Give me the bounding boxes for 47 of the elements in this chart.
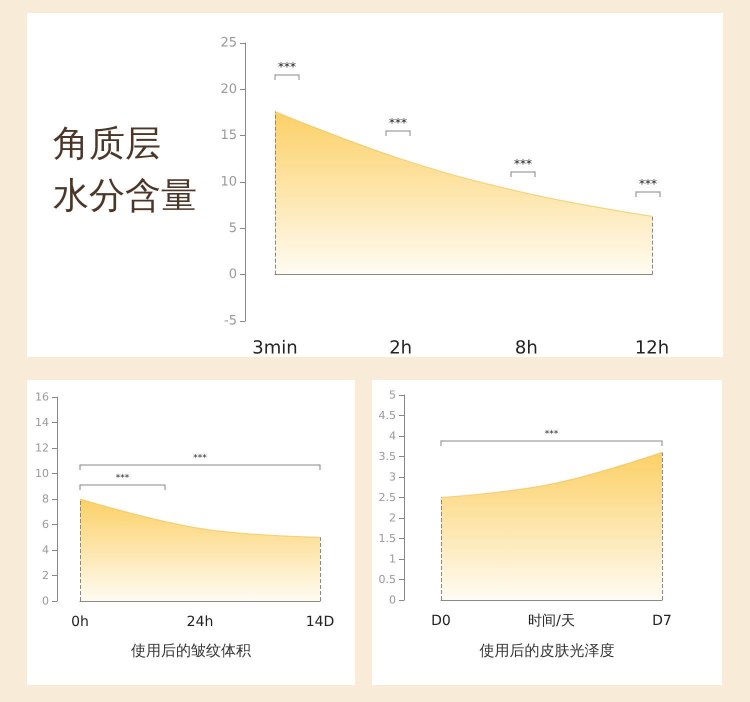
x-tick-label: D0 bbox=[431, 613, 451, 629]
annotation: *** bbox=[193, 454, 208, 464]
x-tick-label: 14D bbox=[306, 614, 334, 630]
x-tick-label: 8h bbox=[514, 338, 538, 358]
y-tick-label: -5 bbox=[224, 314, 237, 328]
y-tick-label: 2 bbox=[42, 569, 49, 582]
y-tick-label: 0 bbox=[42, 594, 49, 608]
x-tick-label: 0h bbox=[71, 614, 89, 630]
y-tick-label: 0 bbox=[228, 267, 237, 282]
annotation: *** bbox=[514, 157, 532, 171]
y-tick-label: 5 bbox=[228, 220, 237, 236]
y-tick-label: 20 bbox=[220, 82, 237, 97]
annotation: *** bbox=[544, 430, 559, 440]
x-axis-title: 时间/天 bbox=[528, 613, 575, 629]
y-tick-label: 10 bbox=[35, 467, 49, 480]
y-tick-label: 0 bbox=[389, 594, 396, 606]
y-tick-label: 3.5 bbox=[378, 450, 396, 463]
y-tick-label: 14 bbox=[35, 416, 49, 429]
text: 角质层水分含量 bbox=[53, 124, 197, 216]
x-tick-label: 12h bbox=[634, 338, 670, 358]
y-tick-label: 25 bbox=[220, 36, 237, 50]
y-tick-label: 2 bbox=[389, 512, 396, 524]
x-tick-label: D7 bbox=[652, 613, 672, 629]
y-tick-label: 1.5 bbox=[378, 532, 396, 545]
x-tick-label: 2h bbox=[389, 338, 412, 358]
x-tick-label: 3min bbox=[252, 338, 298, 358]
y-tick-label: 4 bbox=[42, 544, 49, 556]
text: 使用后的皱纹体积 bbox=[131, 642, 251, 660]
annotation: *** bbox=[278, 60, 296, 74]
y-tick-label: 4.5 bbox=[378, 409, 396, 422]
y-tick-label: 16 bbox=[35, 390, 49, 404]
y-tick-label: 3 bbox=[389, 470, 396, 484]
annotation: *** bbox=[639, 177, 657, 191]
text: 使用后的皮肤光泽度 bbox=[480, 642, 614, 660]
y-tick-label: 8 bbox=[42, 492, 49, 506]
y-tick-label: 4 bbox=[389, 430, 396, 442]
y-tick-label: 0.5 bbox=[378, 573, 396, 586]
y-tick-label: 2.5 bbox=[378, 491, 396, 504]
annotation: *** bbox=[116, 474, 130, 484]
y-tick-label: 12 bbox=[35, 442, 49, 454]
y-tick-label: 15 bbox=[220, 128, 237, 144]
y-tick-label: 1 bbox=[389, 552, 396, 566]
y-tick-label: 5 bbox=[389, 388, 396, 402]
annotation: *** bbox=[389, 116, 407, 130]
y-tick-label: 6 bbox=[42, 518, 49, 531]
y-tick-label: 10 bbox=[220, 174, 237, 190]
x-tick-label: 24h bbox=[186, 614, 214, 630]
